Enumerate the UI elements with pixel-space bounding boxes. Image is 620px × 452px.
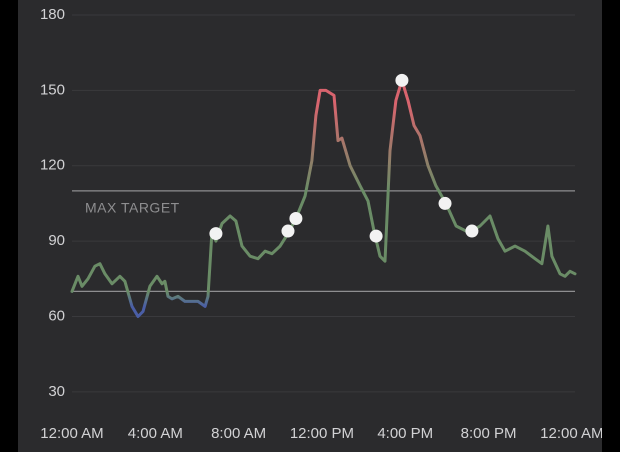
x-tick-label: 8:00 AM (211, 425, 266, 442)
x-tick-label: 4:00 AM (128, 425, 183, 442)
x-tick-label: 8:00 PM (461, 425, 517, 442)
y-tick-label: 150 (40, 81, 65, 98)
x-tick-label: 12:00 PM (290, 425, 354, 442)
y-tick-label: 90 (48, 232, 65, 249)
reading-marker (289, 212, 303, 225)
reading-marker (369, 229, 383, 243)
reading-marker (395, 73, 409, 87)
glucose-line (70, 78, 577, 318)
x-tick-label: 12:00 AM (540, 425, 603, 442)
y-tick-label: 120 (40, 157, 65, 174)
y-tick-label: 180 (40, 6, 65, 23)
chart-background (18, 0, 602, 452)
screen-edge-right (602, 0, 620, 452)
reading-marker (438, 196, 452, 210)
x-tick-label: 12:00 AM (40, 425, 103, 442)
y-tick-label: 30 (48, 383, 65, 400)
reading-marker (209, 227, 223, 241)
x-tick-label: 4:00 PM (377, 425, 433, 442)
y-tick-label: 60 (48, 307, 65, 324)
reading-marker (281, 224, 295, 238)
reading-marker (465, 224, 479, 238)
max-target-label: MAX TARGET (85, 200, 180, 216)
